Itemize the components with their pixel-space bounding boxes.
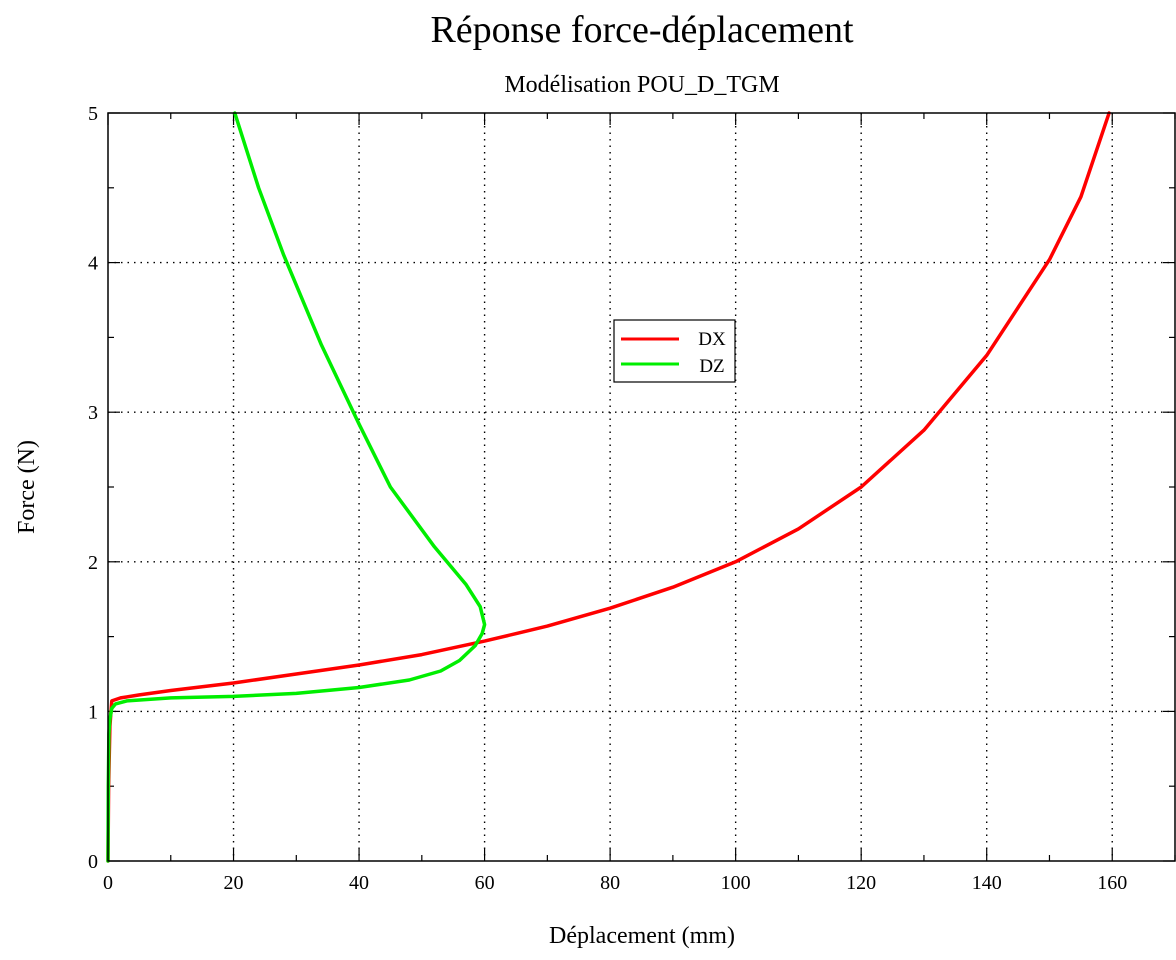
x-tick-label: 20: [224, 872, 244, 894]
legend-label-dx: DX: [698, 329, 726, 350]
x-tick-label: 60: [475, 872, 495, 894]
x-tick-label: 160: [1097, 872, 1127, 894]
x-tick-label: 0: [103, 872, 113, 894]
gridlines: [108, 113, 1175, 861]
y-tick-label: 4: [88, 253, 98, 275]
x-tick-label: 140: [972, 872, 1002, 894]
plot-frame: [107, 112, 1176, 862]
x-tick-label: 120: [846, 872, 876, 894]
y-tick-label: 1: [88, 701, 98, 723]
legend-box: [613, 319, 736, 383]
y-tick-label: 3: [88, 402, 98, 424]
x-tick-label: 100: [721, 872, 751, 894]
x-tick-label: 80: [600, 872, 620, 894]
y-tick-label: 5: [88, 103, 98, 125]
legend-label-dz: DZ: [699, 356, 724, 377]
series-line-dz: [106, 111, 487, 863]
y-tick-label: 2: [88, 552, 98, 574]
x-tick-label: 40: [349, 872, 369, 894]
series-line-dx: [106, 111, 1111, 863]
x-tick-labels: 0 20 40 60 80 100 120 140 160: [103, 872, 1127, 894]
series-lines: [106, 111, 1111, 863]
chart-subtitle: Modélisation POU_D_TGM: [504, 72, 779, 98]
x-axis-label: Déplacement (mm): [549, 923, 735, 949]
tick-marks: [107, 112, 1176, 862]
y-axis-label: Force (N): [14, 440, 40, 534]
legend: DX DZ: [613, 319, 736, 383]
chart-title: Réponse force-déplacement: [430, 9, 854, 51]
y-tick-labels: 0 1 2 3 4 5: [88, 103, 98, 873]
y-tick-label: 0: [88, 851, 98, 873]
